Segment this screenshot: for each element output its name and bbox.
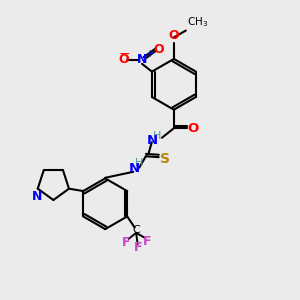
Text: CH$_3$: CH$_3$ xyxy=(187,16,208,29)
Text: F: F xyxy=(143,235,152,248)
Text: −: − xyxy=(119,47,130,61)
Text: N: N xyxy=(128,162,140,175)
Text: N: N xyxy=(147,134,158,147)
Text: N: N xyxy=(32,190,42,203)
Text: O: O xyxy=(118,53,129,66)
Text: +: + xyxy=(145,49,153,59)
Text: O: O xyxy=(154,43,164,56)
Text: O: O xyxy=(188,122,199,135)
Text: N: N xyxy=(137,53,147,66)
Text: F: F xyxy=(122,236,130,249)
Text: S: S xyxy=(160,152,170,166)
Text: F: F xyxy=(134,241,142,254)
Text: C: C xyxy=(132,226,140,236)
Text: O: O xyxy=(169,29,179,42)
Text: H: H xyxy=(153,131,161,141)
Text: H: H xyxy=(134,158,143,168)
